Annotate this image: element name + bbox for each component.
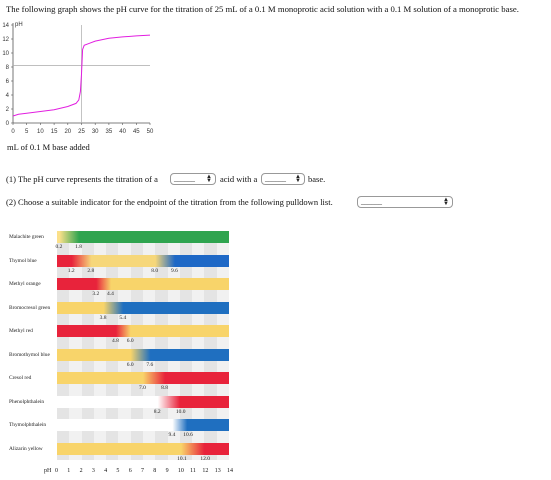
- select-arrows-icon: ▲ ▼: [206, 174, 212, 184]
- acid-type-select[interactable]: ______ ▲ ▼: [170, 173, 216, 185]
- transition-high-label: 4.4: [107, 291, 114, 297]
- x-tick-label: 0: [11, 129, 15, 135]
- transition-high-label: 12.0: [200, 455, 211, 462]
- base-type-select[interactable]: ______ ▲ ▼: [261, 173, 305, 185]
- y-axis-label: pH: [15, 22, 23, 28]
- transition-low-label: 8.2: [153, 408, 161, 415]
- indicator-color-bar: [57, 395, 229, 408]
- transition-low-label: 9.4: [168, 432, 176, 438]
- ph-tick-label: 13: [214, 468, 221, 474]
- ph-tick-label: 8: [153, 468, 157, 474]
- indicator-name: Methyl red: [9, 328, 33, 334]
- transition-low-label: 7.0: [139, 385, 146, 391]
- transition-high-label: 10.6: [183, 432, 193, 438]
- indicator-name: Thymolphthalein: [9, 422, 47, 428]
- x-tick-label: 30: [92, 129, 99, 135]
- transition-low-label: 10.1: [177, 455, 187, 462]
- ph-tick-label: 1: [67, 468, 71, 474]
- ph-tick-label: 2: [79, 468, 83, 474]
- indicator-name: Cresol red: [9, 375, 32, 381]
- transition-low2-label: 8.0: [151, 267, 159, 274]
- indicator-name: Bromocresol green: [9, 304, 51, 311]
- x-tick-label: 25: [78, 129, 85, 135]
- y-tick-label: 2: [6, 107, 10, 113]
- x-tick-label: 50: [147, 129, 154, 135]
- ph-tick-label: 4: [104, 468, 108, 474]
- base-type-value: ______: [265, 175, 286, 183]
- indicator-color-bar: [57, 372, 229, 384]
- ph-tick-label: 10: [177, 468, 184, 474]
- y-tick-label: 12: [2, 37, 9, 43]
- y-tick-label: 4: [6, 93, 10, 99]
- indicator-color-bar: [57, 254, 229, 267]
- indicator-color-bar: [57, 325, 229, 337]
- ph-tick-label: 7: [141, 468, 144, 474]
- indicator-select[interactable]: ______ ▲ ▼: [357, 196, 453, 208]
- indicator-name: Malachite green: [9, 234, 44, 240]
- x-tick-label: 45: [133, 129, 140, 135]
- y-tick-label: 6: [6, 79, 10, 85]
- indicator-value: ______: [361, 198, 382, 206]
- ph-tick-label: 6: [128, 468, 132, 474]
- indicator-name: Methyl orange: [9, 281, 41, 287]
- y-tick-label: 0: [6, 121, 10, 127]
- ph-tick-label: 12: [202, 468, 209, 474]
- y-tick-label: 14: [2, 23, 9, 29]
- ph-axis-label: pH: [44, 468, 52, 474]
- question-1: (1) The pH curve represents the titratio…: [6, 174, 158, 184]
- transition-high-label: 6.0: [126, 338, 134, 344]
- transition-high-label: 7.6: [146, 361, 154, 368]
- transition-high2-label: 9.6: [170, 267, 178, 274]
- q1-prefix: (1) The pH curve represents the titratio…: [6, 174, 158, 184]
- x-tick-label: 35: [106, 129, 113, 135]
- transition-high-label: 5.4: [119, 314, 127, 321]
- y-tick-label: 10: [2, 51, 9, 57]
- indicator-color-bar: [57, 442, 229, 455]
- indicator-name: Phenolphthalein: [9, 398, 45, 405]
- acid-type-value: ______: [174, 175, 195, 183]
- indicator-name: Bromothymol blue: [9, 351, 50, 358]
- ph-curve-line: [12, 34, 151, 117]
- transition-low-label: 1.2: [67, 267, 75, 274]
- indicator-color-bar: [57, 348, 229, 361]
- q1-suffix: base.: [308, 174, 326, 184]
- transition-high-label: 8.8: [161, 385, 168, 391]
- y-tick-label: 8: [6, 65, 10, 71]
- question-text: The following graph shows the pH curve f…: [6, 4, 519, 14]
- transition-high-label: 2.8: [87, 267, 95, 274]
- ph-tick-label: 0: [55, 468, 58, 474]
- indicator-color-bar: [57, 301, 229, 314]
- chart-x-label: mL of 0.1 M base added: [7, 142, 90, 152]
- indicator-color-bar: [57, 419, 229, 431]
- x-tick-label: 40: [119, 129, 126, 135]
- transition-low-label: 6.0: [126, 361, 134, 368]
- transition-high-label: 10.0: [175, 408, 186, 415]
- ph-tick-label: 9: [165, 468, 169, 474]
- x-tick-label: 10: [37, 129, 44, 135]
- ph-tick-label: 14: [227, 468, 233, 474]
- q1-mid: acid with a: [220, 174, 258, 184]
- question-2: (2) Choose a suitable indicator for the …: [6, 197, 333, 207]
- indicator-name: Thymol blue: [9, 257, 37, 264]
- transition-high-label: 1.8: [75, 244, 82, 250]
- x-tick-label: 5: [25, 129, 29, 135]
- select-arrows-icon: ▲ ▼: [443, 197, 449, 207]
- ph-tick-label: 11: [190, 468, 196, 474]
- indicator-color-bar: [57, 278, 229, 290]
- select-arrows-icon: ▲ ▼: [295, 174, 301, 184]
- transition-low-label: 3.2: [92, 291, 100, 297]
- x-tick-label: 20: [64, 129, 71, 135]
- indicator-name: Alizarin yellow: [9, 445, 43, 452]
- transition-low-label: 3.8: [99, 314, 107, 321]
- ph-tick-label: 3: [91, 468, 95, 474]
- transition-low-label: 4.8: [111, 338, 119, 344]
- x-tick-label: 15: [51, 129, 58, 135]
- transition-low-label: 0.2: [55, 244, 63, 250]
- indicator-color-bar: [57, 231, 229, 243]
- ph-tick-label: 5: [116, 468, 120, 474]
